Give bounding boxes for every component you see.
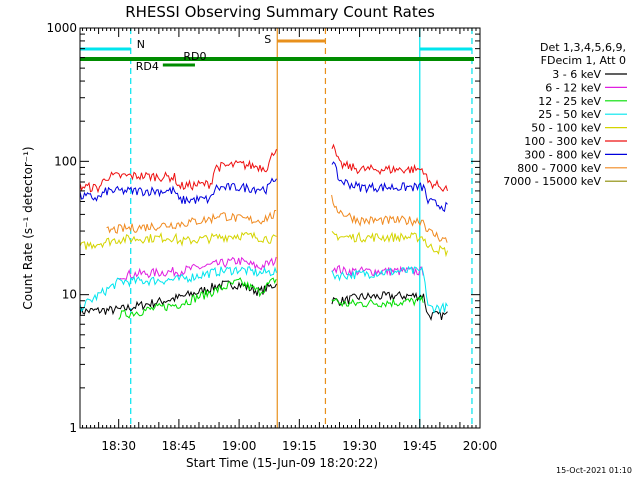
- legend: Det 1,3,4,5,6,9,FDecim 1, Att 03 - 6 keV…: [503, 41, 627, 188]
- series-line-2-1: [331, 295, 424, 308]
- flag-label-rd4: RD4: [136, 60, 159, 73]
- y-tick-label-3: 1000: [46, 21, 77, 35]
- legend-label-1: 6 - 12 keV: [545, 81, 601, 94]
- series-line-0-0: [79, 280, 277, 317]
- timestamp: 15-Oct-2021 01:10: [556, 466, 632, 475]
- y-axis-label: Count Rate (s⁻¹ detector⁻¹): [21, 146, 35, 309]
- x-tick-label-5: 19:45: [402, 439, 437, 453]
- plot-frame: [79, 27, 481, 429]
- flag-label-n: N: [137, 38, 145, 51]
- series-line-2-0: [118, 277, 277, 320]
- plot-area: [79, 28, 473, 428]
- flag-bars: N S RD0 RD4: [80, 33, 474, 73]
- flag-label-s: S: [264, 33, 271, 46]
- x-tick-label-2: 19:00: [222, 439, 257, 453]
- series-line-4-1: [331, 230, 448, 258]
- series-line-1-0: [118, 256, 277, 281]
- x-tick-label-0: 18:30: [101, 439, 136, 453]
- legend-header-1: FDecim 1, Att 0: [541, 54, 626, 67]
- flag-label-rd0: RD0: [183, 50, 206, 63]
- series-300-800kev: [79, 161, 448, 213]
- series-line-4-0: [79, 231, 277, 250]
- legend-header-0: Det 1,3,4,5,6,9,: [540, 41, 626, 54]
- series-line-3-1: [331, 265, 448, 314]
- y-tick-label-1: 10: [62, 288, 77, 302]
- series-line-1-1: [331, 264, 424, 277]
- series-50-100kev: [79, 230, 448, 258]
- axes: 1 10 100 1000 18:30 18:45 19:00 19:15 19:30 19:45…: [46, 21, 497, 453]
- x-axis-label: Start Time (15-Jun-09 18:20:22): [186, 456, 378, 470]
- legend-label-4: 50 - 100 keV: [531, 122, 601, 135]
- legend-label-3: 25 - 50 keV: [538, 108, 601, 121]
- legend-label-6: 300 - 800 keV: [524, 148, 601, 161]
- series-line-5-1: [331, 143, 448, 192]
- x-tick-label-4: 19:30: [342, 439, 377, 453]
- series-line-7-1: [331, 194, 448, 243]
- series-25-50kev: [79, 265, 448, 314]
- series-100-300kev: [79, 143, 448, 194]
- series-line-3-0: [79, 266, 277, 313]
- legend-label-0: 3 - 6 keV: [552, 68, 601, 81]
- y-tick-label-0: 1: [69, 421, 77, 435]
- series-line-6-0: [79, 177, 277, 205]
- series-800-7000kev: [106, 194, 448, 243]
- legend-label-7: 800 - 7000 keV: [517, 162, 601, 175]
- legend-label-8: 7000 - 15000 keV: [503, 175, 601, 188]
- x-tick-label-3: 19:15: [282, 439, 317, 453]
- series-line-5-0: [79, 149, 277, 194]
- x-tick-label-1: 18:45: [162, 439, 197, 453]
- y-tick-label-2: 100: [54, 154, 77, 168]
- legend-label-2: 12 - 25 keV: [538, 95, 601, 108]
- legend-label-5: 100 - 300 keV: [524, 135, 601, 148]
- series-line-7-0: [106, 210, 277, 234]
- series-line-0-1: [331, 290, 448, 321]
- chart-title: RHESSI Observing Summary Count Rates: [125, 3, 435, 21]
- series-line-6-1: [331, 161, 448, 213]
- series-12-25kev: [118, 277, 424, 320]
- x-tick-label-6: 20:00: [463, 439, 498, 453]
